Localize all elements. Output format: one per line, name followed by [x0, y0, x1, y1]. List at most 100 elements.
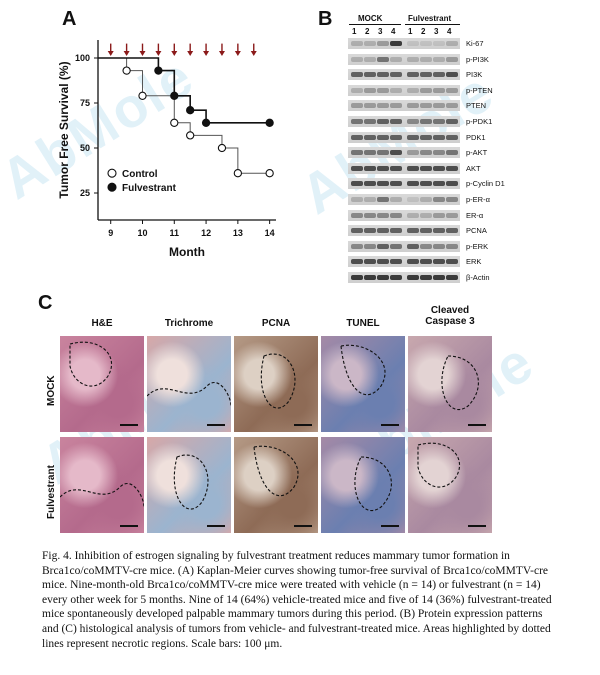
- blot-band: [420, 165, 432, 171]
- panel-b-letter: B: [318, 8, 333, 30]
- blot-band: [407, 72, 419, 78]
- blot-band: [433, 275, 445, 280]
- x-axis-label: Month: [169, 245, 205, 259]
- data-point-control: [138, 91, 147, 100]
- blot-strip: [348, 256, 460, 268]
- data-point-control: [217, 143, 227, 153]
- blot-strip: [348, 147, 460, 159]
- blot-band: [420, 56, 432, 62]
- blot-band: [433, 181, 445, 187]
- blot-band: [420, 228, 432, 234]
- blot-band: [364, 181, 376, 187]
- lane-number: 1: [352, 27, 357, 36]
- blot-band: [446, 103, 458, 109]
- blot-band: [351, 243, 363, 249]
- blot-band: [377, 181, 389, 187]
- blot-band: [433, 56, 445, 62]
- blot-strip: [348, 178, 460, 190]
- blot-band: [364, 228, 376, 234]
- blot-band: [364, 103, 376, 109]
- blot-band: [364, 212, 376, 218]
- lane-number: 4: [391, 27, 396, 36]
- blot-band: [446, 212, 458, 218]
- data-point-control: [186, 131, 195, 140]
- blot-band: [351, 119, 363, 124]
- blot-strip: [348, 194, 460, 205]
- x-tick-label: 14: [265, 228, 275, 238]
- scale-bar: [381, 525, 399, 527]
- data-point-fulvestrant: [201, 118, 211, 127]
- blot-band: [433, 119, 445, 124]
- necrotic-region-outline: [69, 341, 113, 387]
- histology-column-label: TUNEL: [346, 318, 380, 329]
- histology-image: [234, 336, 318, 432]
- histology-row-label: Fulvestrant: [46, 465, 57, 519]
- necrotic-region-outline: [147, 382, 231, 407]
- blot-label: p-Cyclin D1: [466, 179, 505, 189]
- blot-band: [364, 87, 376, 93]
- survival-chart: 9 10 11 12 13 14 25 50 75 100 Month Tumor Free Surv…: [57, 40, 276, 259]
- x-tick-label: 9: [108, 228, 113, 238]
- lane-number: 4: [447, 27, 452, 36]
- necrotic-region-outline: [173, 454, 209, 510]
- panel-a-letter: A: [62, 8, 77, 30]
- y-tick-label: 50: [80, 143, 90, 153]
- data-point-fulvestrant: [265, 118, 274, 127]
- blot-band: [364, 134, 376, 140]
- lane-number: 2: [421, 27, 426, 36]
- blot-strip: [348, 209, 460, 221]
- data-point-control: [233, 169, 243, 178]
- blot-band: [364, 119, 376, 124]
- scale-bar: [120, 424, 138, 426]
- blot-band: [390, 134, 402, 140]
- blot-label: Ki-67: [466, 39, 484, 48]
- blot-band: [407, 150, 419, 156]
- blot-band: [390, 212, 402, 218]
- histology-image: [234, 437, 318, 533]
- necrotic-region-outline: [60, 483, 144, 508]
- treatment-arrowhead: [107, 51, 114, 56]
- blot-band: [420, 259, 432, 265]
- blot-label: p-ER-α: [466, 195, 490, 204]
- blot-band: [390, 275, 402, 280]
- x-tick-label: 13: [233, 228, 243, 238]
- blot-strip: [348, 100, 460, 112]
- blot-band: [420, 243, 432, 249]
- blot-band: [433, 228, 445, 234]
- necrotic-region-outline: [253, 445, 299, 497]
- blot-band: [420, 119, 432, 124]
- blot-band: [433, 72, 445, 78]
- treatment-arrowhead: [155, 51, 162, 56]
- blot-label: ER-α: [466, 210, 484, 220]
- scale-bar: [207, 424, 225, 426]
- blot-label: PDK1: [466, 132, 486, 142]
- blot-band: [377, 41, 389, 46]
- scale-bar: [381, 424, 399, 426]
- blot-band: [390, 72, 402, 78]
- blot-band: [390, 41, 402, 46]
- blot-label: p-PDK1: [466, 117, 493, 126]
- necrotic-region-outline: [441, 355, 479, 410]
- blot-band: [407, 134, 419, 140]
- blot-band: [377, 197, 389, 202]
- group-label-fulvestrant: Fulvestrant: [408, 14, 452, 23]
- y-tick-label: 100: [75, 53, 90, 63]
- histology-column-label: Trichrome: [164, 318, 214, 329]
- blot-band: [420, 212, 432, 218]
- blot-band: [420, 87, 432, 93]
- lane-number: 3: [378, 27, 383, 36]
- blot-band: [351, 228, 363, 234]
- histology-image: [147, 437, 231, 533]
- blot-band: [446, 243, 458, 249]
- blot-band: [377, 72, 389, 78]
- blot-band: [446, 119, 458, 124]
- histology-image: [321, 437, 405, 533]
- y-tick-label: 25: [80, 188, 90, 198]
- blot-band: [351, 197, 363, 202]
- necrotic-region-outline: [417, 442, 461, 488]
- blot-band: [351, 165, 363, 171]
- treatment-arrowhead: [123, 51, 130, 56]
- histology-column-label: Cleaved Caspase 3: [425, 305, 475, 327]
- blot-band: [390, 119, 402, 124]
- group-label-mock: MOCK: [358, 14, 383, 23]
